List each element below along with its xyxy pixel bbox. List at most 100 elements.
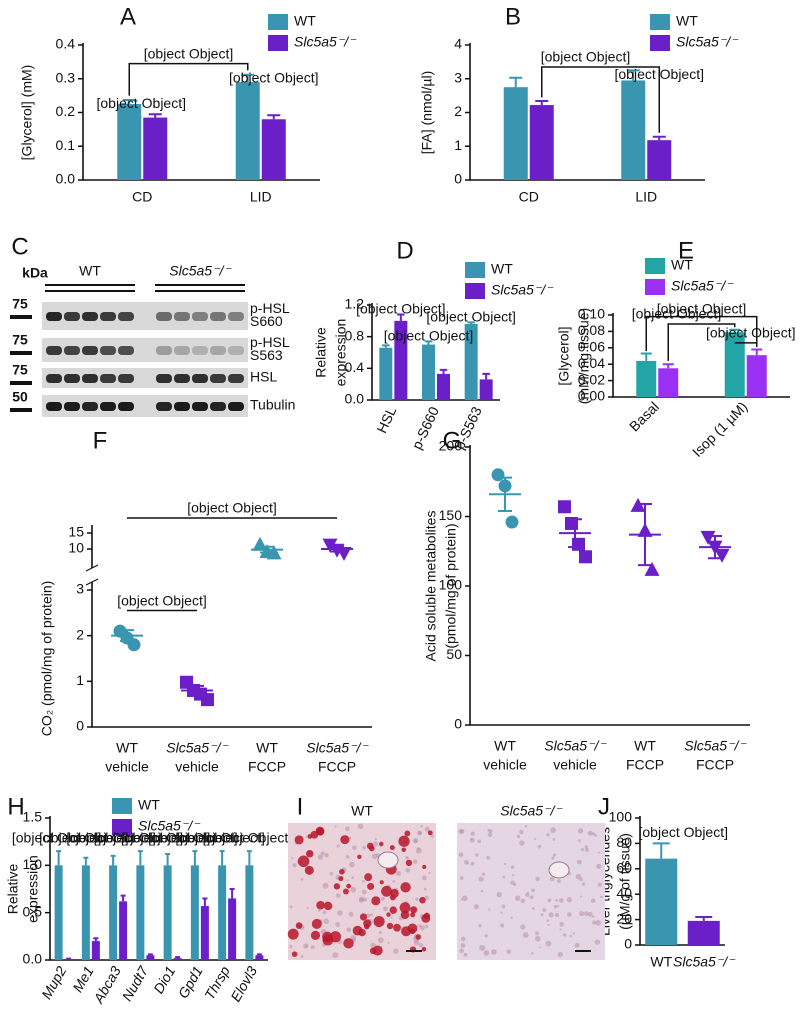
significance-label: [object Object]	[657, 300, 747, 316]
tissue-texture	[346, 927, 352, 933]
x-tick-label: Mup2	[38, 963, 69, 1002]
tissue-texture	[300, 955, 304, 958]
error-bar	[148, 113, 162, 118]
blot-marker-bar	[10, 381, 32, 385]
legend-swatch	[112, 819, 132, 835]
y-tick-label: 0.3	[56, 69, 76, 85]
legend-swatch	[650, 14, 670, 30]
y-tick-label: 0	[454, 171, 462, 187]
error-bar	[219, 850, 225, 866]
bar	[190, 865, 199, 960]
blot-band	[228, 402, 244, 411]
bar	[228, 898, 237, 960]
lipid-droplet	[381, 885, 393, 897]
y-tick-label: 0.5	[23, 903, 43, 919]
y-tick-label: 0.06	[578, 339, 605, 355]
blot-band	[174, 312, 190, 321]
tissue-texture	[557, 905, 560, 908]
tissue-texture	[424, 924, 429, 929]
y-axis-label: expression	[333, 319, 349, 387]
bar	[119, 901, 128, 960]
blot-band	[174, 402, 190, 411]
x-tick-label: FCCP	[318, 759, 356, 775]
sem-bar	[568, 518, 582, 549]
y-tick-label: 40	[616, 885, 632, 901]
panel-label: F	[93, 427, 108, 454]
bar	[218, 865, 227, 960]
blot-marker: 75	[12, 296, 28, 312]
significance-label: [object Object]	[632, 306, 722, 322]
tissue-texture	[428, 871, 431, 875]
significance-label: [object Object]	[117, 592, 207, 608]
tissue-texture	[345, 854, 350, 859]
x-tick-label: Slc5a5⁻/⁻	[306, 740, 369, 756]
sem-bar	[260, 545, 274, 554]
bar	[687, 920, 720, 945]
lipid-droplet	[400, 882, 411, 893]
blot-band	[64, 312, 80, 321]
data-point	[579, 550, 592, 564]
y-tick-label: 0.0	[23, 951, 43, 967]
tissue-texture	[329, 871, 334, 876]
x-tick-label: WT	[650, 954, 672, 970]
lipid-droplet	[389, 888, 399, 898]
y-tick-label: 0.4	[345, 359, 365, 375]
x-tick-label: Isop (1 µM)	[689, 398, 751, 460]
lipid-droplet	[316, 900, 325, 910]
error-bar	[729, 328, 741, 333]
panel-label: G	[443, 427, 462, 454]
tissue-texture	[579, 911, 585, 917]
tissue-texture	[510, 865, 515, 870]
significance-bracket	[541, 66, 660, 133]
y-tick-label: 1.5	[23, 809, 43, 825]
significance-label: [object Object]	[175, 830, 265, 846]
tissue-texture	[594, 834, 597, 837]
x-tick-label: LID	[635, 189, 657, 205]
data-point	[491, 468, 505, 482]
tissue-texture	[470, 861, 475, 866]
error-bar	[267, 114, 281, 120]
tissue-texture	[412, 859, 418, 864]
legend-swatch	[268, 14, 288, 30]
sem-bar	[190, 684, 204, 697]
significance-label: [object Object]	[148, 830, 238, 846]
tissue-texture	[502, 875, 506, 879]
y-tick-label: 0.0	[56, 171, 76, 187]
bar	[746, 355, 767, 397]
legend-label: WT	[138, 797, 160, 813]
y-tick-label: 0.8	[345, 327, 365, 343]
image-title: WT	[351, 803, 373, 819]
bar	[143, 117, 168, 180]
lipid-droplet	[379, 880, 384, 885]
tissue-texture	[553, 853, 557, 857]
error-bar	[202, 897, 208, 907]
tissue-texture	[324, 852, 329, 858]
tissue-texture	[392, 879, 396, 883]
lipid-droplet	[401, 926, 412, 937]
blot-band	[156, 312, 172, 321]
lipid-droplet	[297, 855, 310, 868]
tissue-texture	[587, 830, 593, 836]
tissue-texture	[557, 951, 563, 958]
tissue-texture	[483, 950, 490, 956]
sem-bar	[638, 502, 652, 567]
blot-band	[228, 374, 244, 383]
error-bar	[241, 73, 255, 83]
tissue-texture	[479, 944, 486, 951]
tissue-texture	[580, 895, 583, 898]
blot-band	[210, 402, 226, 411]
x-tick-label: Me1	[69, 963, 96, 995]
error-bar	[751, 348, 763, 356]
lipid-droplet	[323, 901, 333, 911]
tissue-texture	[557, 879, 561, 884]
blot-band	[46, 312, 62, 321]
blot-row-label: p-HSL	[250, 300, 290, 316]
data-point	[700, 530, 716, 545]
tissue-texture	[534, 935, 541, 942]
blot-band	[118, 346, 134, 355]
tissue-texture	[369, 913, 373, 917]
significance-label: [object Object]	[144, 45, 234, 61]
bar	[422, 344, 435, 400]
y-tick-label: 200	[439, 438, 463, 454]
blot-marker-bar	[10, 351, 32, 355]
